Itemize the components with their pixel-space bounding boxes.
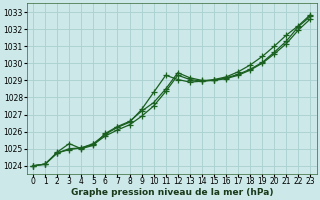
X-axis label: Graphe pression niveau de la mer (hPa): Graphe pression niveau de la mer (hPa)	[70, 188, 273, 197]
